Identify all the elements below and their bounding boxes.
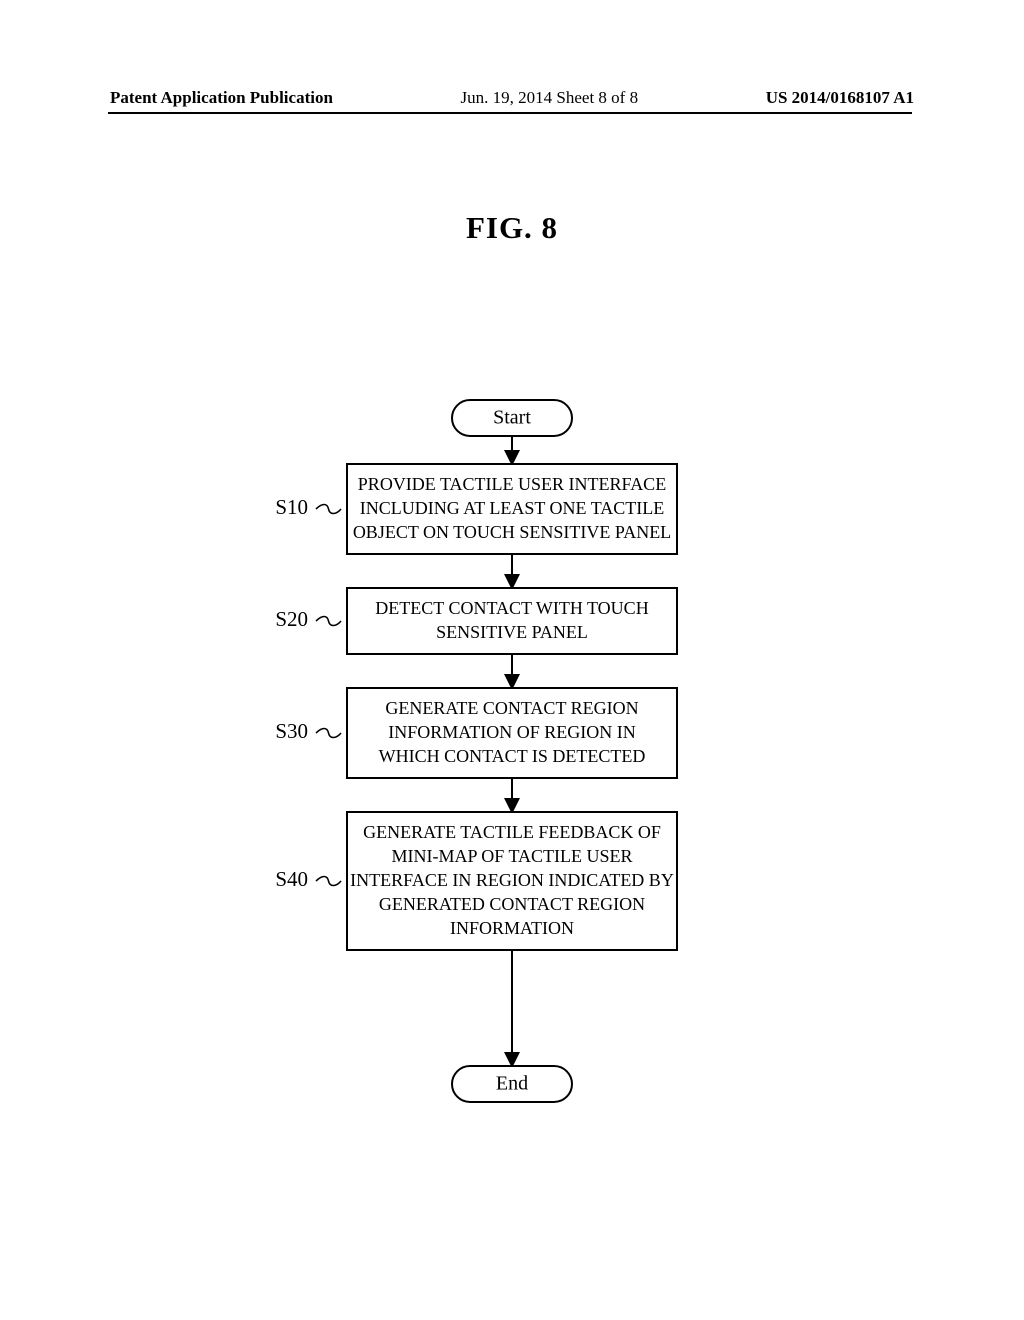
start-label: Start [493,407,531,429]
tilde-connector [316,877,341,886]
step-text: INTERFACE IN REGION INDICATED BY [350,870,674,890]
header-mid: Jun. 19, 2014 Sheet 8 of 8 [461,88,639,108]
step-text: WHICH CONTACT IS DETECTED [379,746,646,766]
step-text: PROVIDE TACTILE USER INTERFACE [358,474,666,494]
step-text: MINI-MAP OF TACTILE USER [391,846,632,866]
tilde-connector [316,505,341,514]
tilde-connector [316,617,341,626]
step-id-label: S20 [275,607,308,631]
step-id-label: S30 [275,719,308,743]
header-rule [108,112,912,114]
step-text: SENSITIVE PANEL [436,622,588,642]
step-text: DETECT CONTACT WITH TOUCH [375,598,648,618]
tilde-connector [316,729,341,738]
flowchart: Start PROVIDE TACTILE USER INTERFACE INCLU… [0,380,1024,1120]
page-header: Patent Application Publication Jun. 19, … [0,88,1024,108]
step-text: GENERATE CONTACT REGION [385,698,638,718]
step-text: INFORMATION [450,918,574,938]
step-id-label: S40 [275,867,308,891]
end-label: End [496,1073,528,1095]
step-text: OBJECT ON TOUCH SENSITIVE PANEL [353,522,671,542]
step-text: INCLUDING AT LEAST ONE TACTILE [360,498,665,518]
step-text: GENERATED CONTACT REGION [379,894,645,914]
header-left: Patent Application Publication [110,88,333,108]
step-text: GENERATE TACTILE FEEDBACK OF [363,822,661,842]
step-text: INFORMATION OF REGION IN [388,722,636,742]
step-id-label: S10 [275,495,308,519]
header-right: US 2014/0168107 A1 [766,88,914,108]
figure-title: FIG. 8 [0,210,1024,246]
